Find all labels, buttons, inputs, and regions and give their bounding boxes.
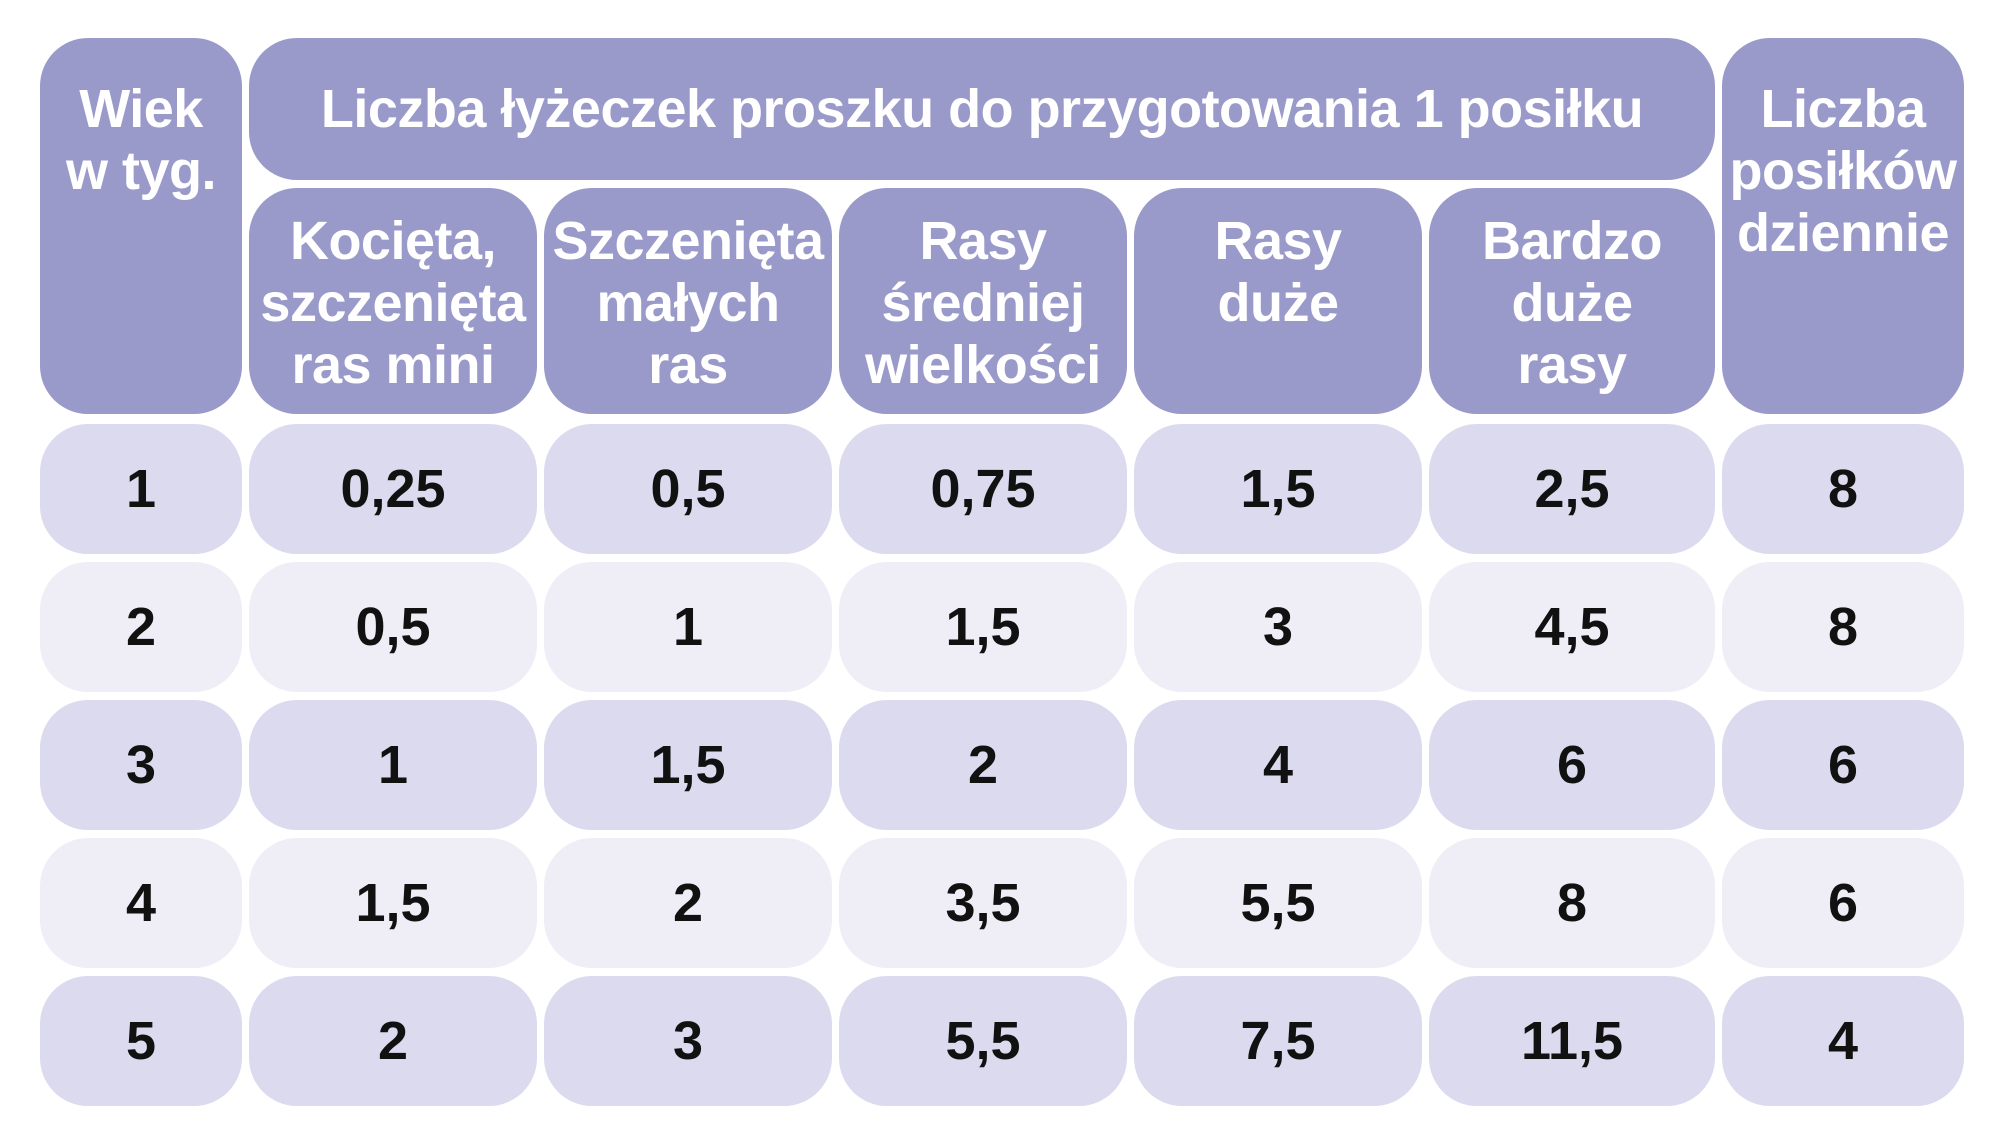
table-cell-age: 5 bbox=[40, 976, 242, 1106]
header-sub-label: Kocięta, szczenięta ras mini bbox=[260, 211, 526, 395]
cell-text: 1,5 bbox=[1240, 459, 1316, 519]
cell-text: 2 bbox=[377, 1011, 409, 1071]
header-group: Liczba łyżeczek proszku do przygotowania… bbox=[249, 38, 1715, 180]
cell-text: 4,5 bbox=[1534, 597, 1610, 657]
table-cell: 1,5 bbox=[249, 838, 537, 968]
cell-text: 2 bbox=[672, 873, 704, 933]
cell-text: 5,5 bbox=[1240, 873, 1316, 933]
table-cell: 1 bbox=[249, 700, 537, 830]
table-cell: 1,5 bbox=[839, 562, 1127, 692]
cell-text: 3,5 bbox=[945, 873, 1021, 933]
cell-text: 11,5 bbox=[1520, 1011, 1624, 1071]
cell-text: 1 bbox=[672, 597, 704, 657]
header-sub-5: Bardzo duże rasy bbox=[1429, 188, 1715, 414]
header-age-label: Wiek w tyg. bbox=[65, 79, 217, 201]
cell-text: 3 bbox=[125, 735, 157, 795]
cell-text: 8 bbox=[1827, 597, 1859, 657]
table-cell-age: 4 bbox=[40, 838, 242, 968]
cell-text: 1,5 bbox=[355, 873, 431, 933]
cell-text: 3 bbox=[1262, 597, 1294, 657]
table-cell: 1,5 bbox=[544, 700, 832, 830]
header-sub-4: Rasy duże bbox=[1134, 188, 1422, 414]
table-cell-age: 1 bbox=[40, 424, 242, 554]
header-sub-1: Kocięta, szczenięta ras mini bbox=[249, 188, 537, 414]
table-cell: 5,5 bbox=[1134, 838, 1422, 968]
table-cell: 7,5 bbox=[1134, 976, 1422, 1106]
table-cell: 3,5 bbox=[839, 838, 1127, 968]
table-cell: 3 bbox=[544, 976, 832, 1106]
table-cell-meals: 8 bbox=[1722, 424, 1964, 554]
cell-text: 4 bbox=[1827, 1011, 1859, 1071]
table-cell-meals: 4 bbox=[1722, 976, 1964, 1106]
header-sub-2: Szczenięta małych ras bbox=[544, 188, 832, 414]
table-cell: 0,25 bbox=[249, 424, 537, 554]
cell-text: 6 bbox=[1827, 873, 1859, 933]
cell-text: 8 bbox=[1827, 459, 1859, 519]
table-cell-meals: 6 bbox=[1722, 838, 1964, 968]
header-sub-label: Szczenięta małych ras bbox=[552, 211, 824, 395]
table-cell-meals: 6 bbox=[1722, 700, 1964, 830]
header-sub-3: Rasy średniej wielkości bbox=[839, 188, 1127, 414]
cell-text: 7,5 bbox=[1240, 1011, 1316, 1071]
table-cell: 0,75 bbox=[839, 424, 1127, 554]
cell-text: 0,25 bbox=[340, 459, 446, 519]
table-cell: 2 bbox=[249, 976, 537, 1106]
cell-text: 4 bbox=[125, 873, 157, 933]
header-age: Wiek w tyg. bbox=[40, 38, 242, 414]
cell-text: 1,5 bbox=[650, 735, 726, 795]
cell-text: 2 bbox=[967, 735, 999, 795]
table-cell: 2 bbox=[544, 838, 832, 968]
cell-text: 3 bbox=[672, 1011, 704, 1071]
table-cell: 1 bbox=[544, 562, 832, 692]
table-cell: 8 bbox=[1429, 838, 1715, 968]
cell-text: 1,5 bbox=[945, 597, 1021, 657]
table-cell-meals: 8 bbox=[1722, 562, 1964, 692]
cell-text: 2,5 bbox=[1534, 459, 1610, 519]
header-group-label: Liczba łyżeczek proszku do przygotowania… bbox=[320, 79, 1644, 139]
cell-text: 8 bbox=[1556, 873, 1588, 933]
table-cell-age: 3 bbox=[40, 700, 242, 830]
cell-text: 5,5 bbox=[945, 1011, 1021, 1071]
header-sub-label: Rasy średniej wielkości bbox=[865, 211, 1101, 395]
cell-text: 4 bbox=[1262, 735, 1294, 795]
table-cell: 3 bbox=[1134, 562, 1422, 692]
cell-text: 6 bbox=[1827, 735, 1859, 795]
table-cell: 0,5 bbox=[249, 562, 537, 692]
header-sub-label: Rasy duże bbox=[1214, 211, 1342, 333]
table-cell: 4,5 bbox=[1429, 562, 1715, 692]
table-cell: 6 bbox=[1429, 700, 1715, 830]
cell-text: 5 bbox=[125, 1011, 157, 1071]
header-meals-label: Liczba posiłków dziennie bbox=[1729, 79, 1957, 263]
table-cell: 1,5 bbox=[1134, 424, 1422, 554]
cell-text: 6 bbox=[1556, 735, 1588, 795]
table-cell: 4 bbox=[1134, 700, 1422, 830]
cell-text: 1 bbox=[125, 459, 157, 519]
header-sub-label: Bardzo duże rasy bbox=[1481, 211, 1663, 395]
cell-text: 0,75 bbox=[930, 459, 1036, 519]
header-meals: Liczba posiłków dziennie bbox=[1722, 38, 1964, 414]
table-cell: 11,5 bbox=[1429, 976, 1715, 1106]
cell-text: 0,5 bbox=[355, 597, 431, 657]
table-cell: 2,5 bbox=[1429, 424, 1715, 554]
table-cell: 0,5 bbox=[544, 424, 832, 554]
table-cell-age: 2 bbox=[40, 562, 242, 692]
cell-text: 1 bbox=[377, 735, 409, 795]
cell-text: 2 bbox=[125, 597, 157, 657]
table-cell: 5,5 bbox=[839, 976, 1127, 1106]
table-cell: 2 bbox=[839, 700, 1127, 830]
cell-text: 0,5 bbox=[650, 459, 726, 519]
